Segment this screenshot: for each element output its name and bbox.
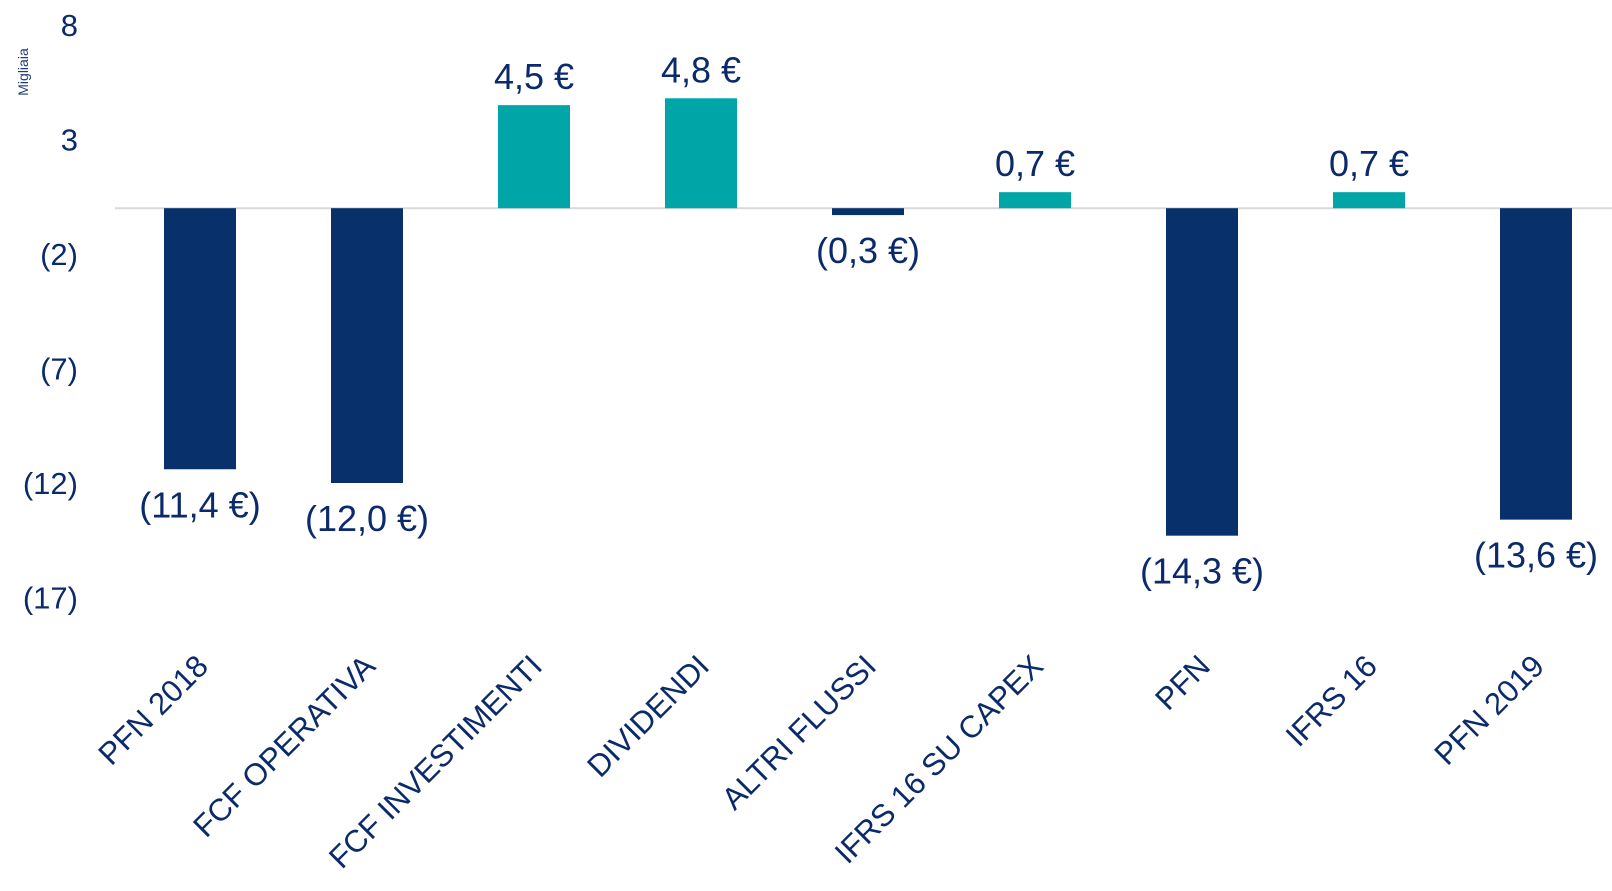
y-unit-label: Migliaia	[15, 48, 31, 96]
y-axis: Migliaia	[15, 48, 31, 96]
y-tick-label: (2)	[40, 237, 78, 272]
category-label: PFN 2018	[92, 648, 215, 771]
bars	[164, 98, 1572, 536]
bar	[665, 98, 737, 209]
category-label: ALTRI FLUSSI	[715, 648, 883, 816]
y-tick-labels: 8 3 (2) (7) (12) (17)	[23, 8, 78, 616]
category-label: DIVIDENDI	[580, 648, 716, 784]
bar	[1166, 208, 1238, 536]
bar	[331, 208, 403, 483]
data-label: (12,0 €)	[305, 498, 429, 539]
data-label: 4,5 €	[494, 56, 574, 97]
data-label: 0,7 €	[1329, 143, 1409, 184]
category-label: PFN	[1148, 648, 1217, 717]
data-label: (0,3 €)	[816, 230, 920, 271]
bar	[1500, 208, 1572, 520]
data-label: 0,7 €	[995, 143, 1075, 184]
y-tick-label: (12)	[23, 466, 78, 501]
data-labels: (11,4 €) (12,0 €) 4,5 € 4,8 € (0,3 €) 0,7 € (1…	[139, 49, 1598, 591]
bar	[832, 208, 904, 216]
data-label: 4,8 €	[661, 49, 741, 90]
y-tick-label: (17)	[23, 581, 78, 616]
bar	[164, 208, 236, 470]
bar	[999, 192, 1071, 209]
category-label: PFN 2019	[1428, 648, 1551, 771]
category-label: FCF OPERATIVA	[186, 648, 382, 844]
data-label: (14,3 €)	[1140, 551, 1264, 592]
y-tick-label: 3	[61, 123, 78, 158]
bar	[498, 105, 570, 209]
category-label: IFRS 16	[1279, 648, 1384, 753]
y-tick-label: (7)	[40, 352, 78, 387]
data-label: (11,4 €)	[139, 484, 260, 525]
data-label: (13,6 €)	[1474, 535, 1598, 576]
bar	[1333, 192, 1405, 209]
y-tick-label: 8	[61, 8, 78, 43]
